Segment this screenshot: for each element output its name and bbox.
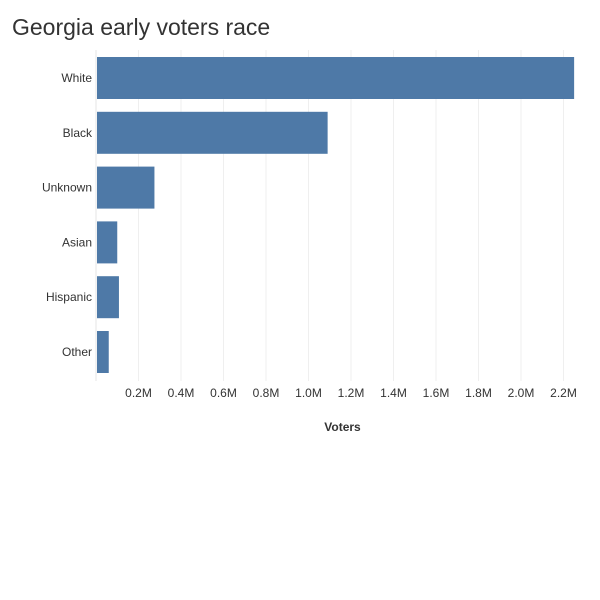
x-tick-label: 1.0M [295, 386, 322, 400]
category-label-asian: Asian [62, 235, 92, 249]
x-tick-label: 0.8M [253, 386, 280, 400]
x-tick-label: 1.6M [423, 386, 450, 400]
bar-other [97, 331, 109, 373]
x-tick-label: 1.4M [380, 386, 407, 400]
x-tick-label: 0.6M [210, 386, 237, 400]
category-label-hispanic: Hispanic [46, 290, 92, 304]
bar-unknown [97, 166, 155, 209]
x-tick-labels: 0.2M 0.4M 0.6M 0.8M 1.0M 1.2M 1.4M 1.6M 1.8M 2.0M… [125, 386, 577, 400]
bar-white [97, 57, 575, 99]
bars [97, 57, 575, 373]
x-axis-title: Voters [324, 420, 361, 434]
x-tick-label: 1.2M [338, 386, 365, 400]
bar-asian [97, 221, 118, 264]
chart-title: Georgia early voters race [12, 14, 271, 40]
bar-hispanic [97, 276, 119, 319]
bar-black [97, 111, 328, 154]
category-label-black: Black [63, 126, 93, 140]
category-labels: White Black Unknown Asian Hispanic Other [42, 71, 93, 359]
category-label-unknown: Unknown [42, 181, 92, 195]
x-tick-label: 0.4M [168, 386, 195, 400]
category-label-other: Other [62, 345, 92, 359]
x-tick-label: 2.2M [550, 386, 577, 400]
x-tick-label: 1.8M [465, 386, 492, 400]
category-label-white: White [61, 71, 92, 85]
gridlines [138, 50, 564, 381]
x-tick-label: 0.2M [125, 386, 152, 400]
x-tick-label: 2.0M [508, 386, 535, 400]
